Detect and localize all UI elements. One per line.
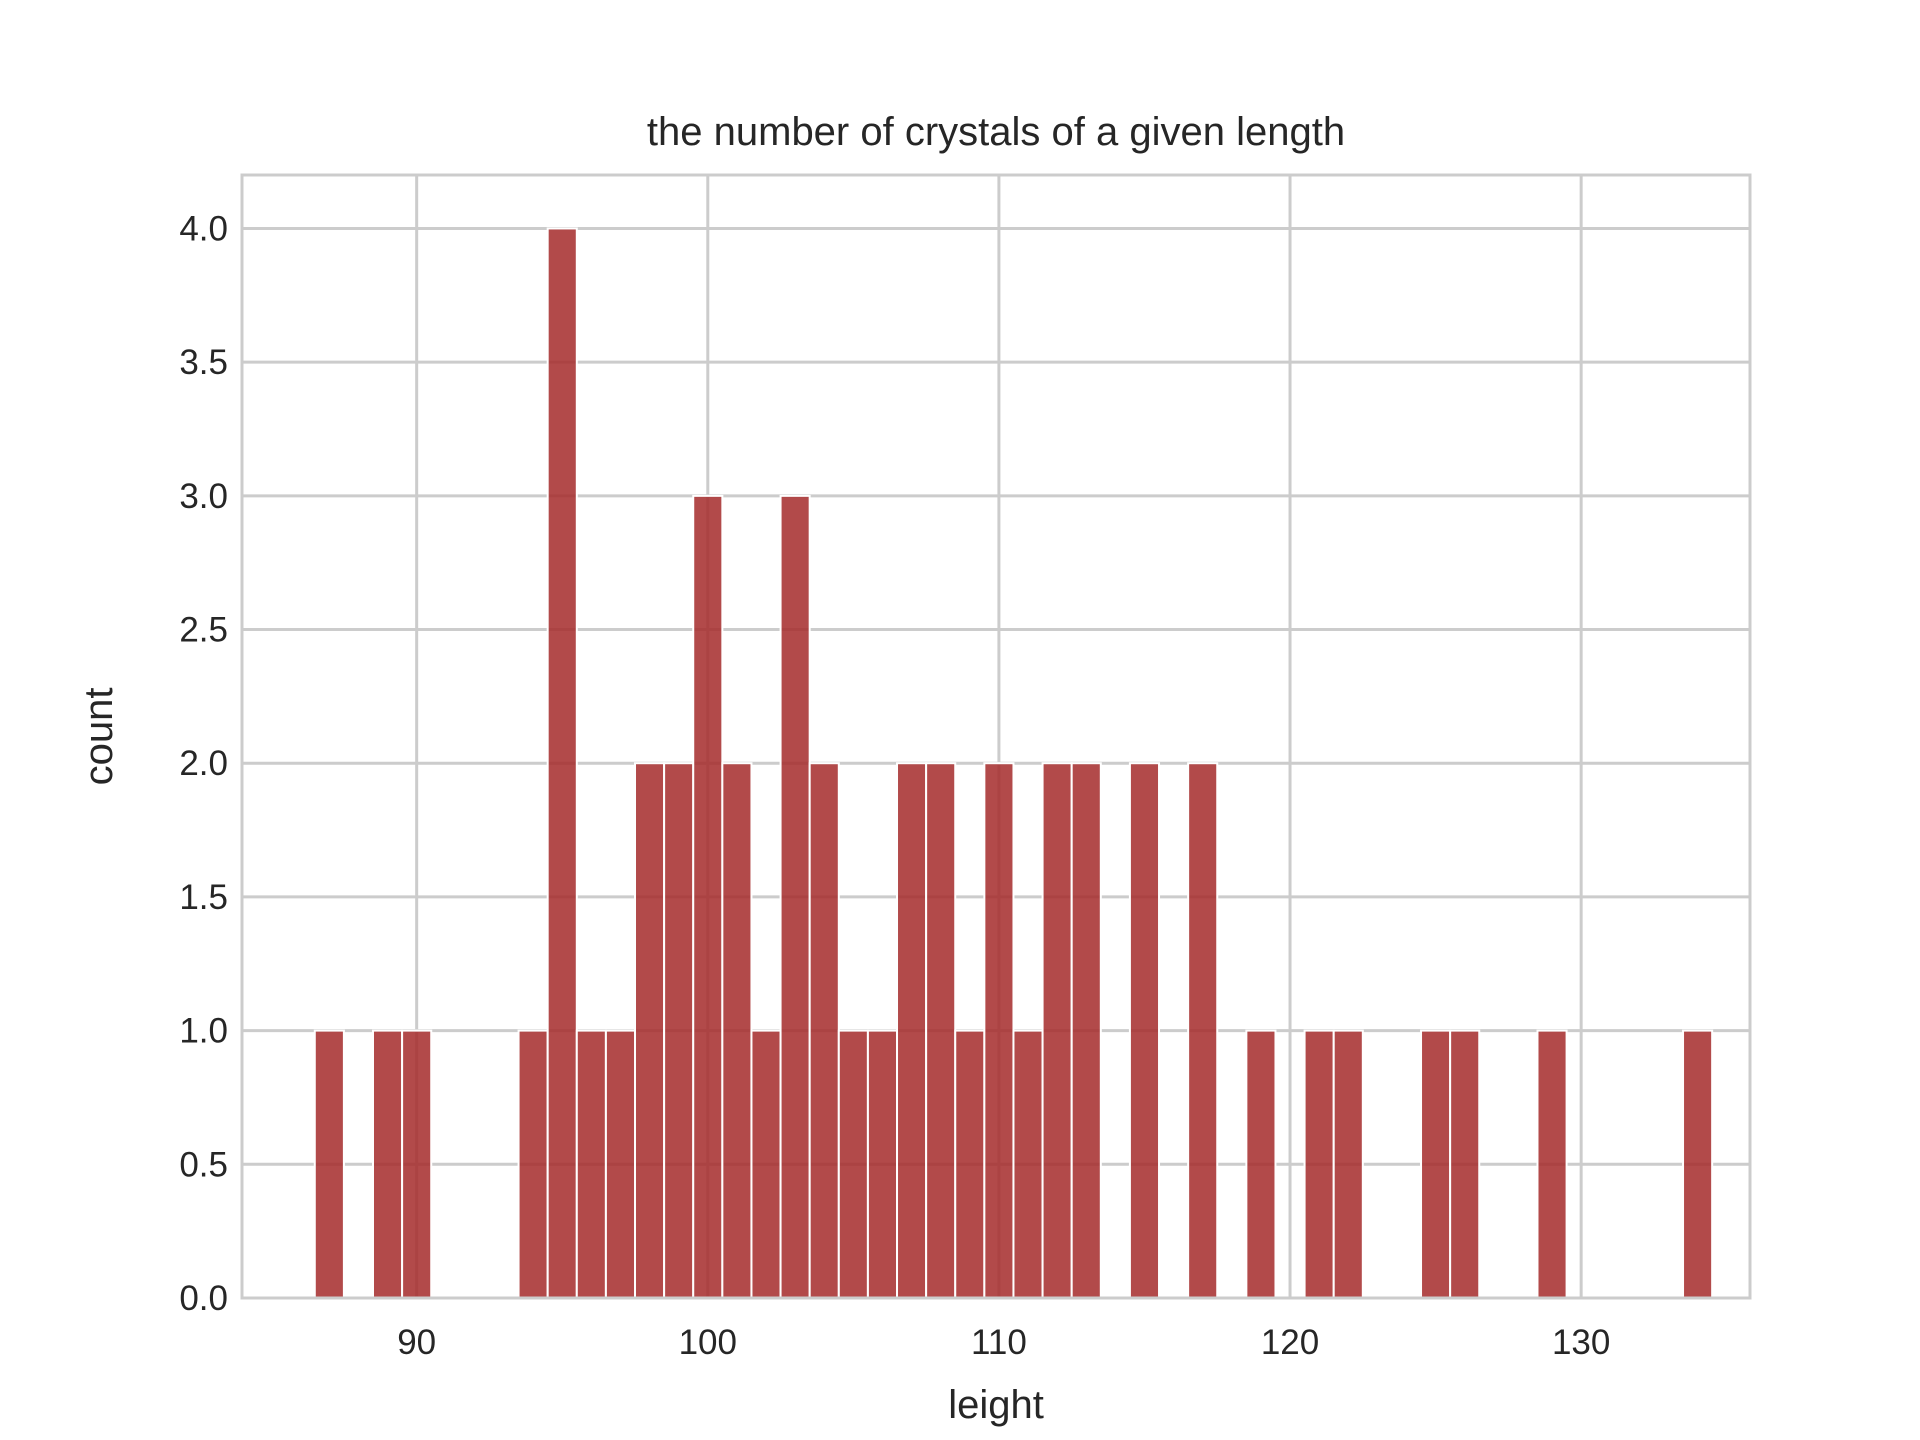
x-tick-label: 130	[1552, 1323, 1610, 1362]
histogram-bar	[750, 1029, 782, 1299]
histogram-bar	[1536, 1029, 1568, 1299]
histogram-bar	[1682, 1029, 1714, 1299]
histogram-bar	[1187, 762, 1219, 1299]
y-tick-labels: 0.0 0.5 1.0 1.5 2.0 2.5 3.0 3.5 4.0	[179, 209, 228, 1318]
histogram-bar	[372, 1029, 404, 1299]
histogram-bar	[983, 762, 1015, 1299]
histogram-bar	[313, 1029, 345, 1299]
histogram-bar	[925, 762, 957, 1299]
histogram-bar	[517, 1029, 549, 1299]
histogram-bar	[575, 1029, 607, 1299]
plot-frame	[240, 173, 1752, 1300]
histogram-bar	[401, 1029, 433, 1299]
y-tick-label: 3.5	[179, 343, 228, 382]
y-tick-label: 0.0	[179, 1279, 228, 1318]
histogram-bar	[866, 1029, 899, 1299]
y-tick-label: 1.0	[179, 1012, 228, 1051]
chart-title: the number of crystals of a given length	[647, 110, 1345, 154]
histogram-bar	[1332, 1029, 1364, 1299]
histogram-bar	[837, 1029, 869, 1299]
x-tick-label: 100	[679, 1323, 737, 1362]
histogram-bar	[721, 762, 753, 1299]
x-axis-label: leight	[948, 1383, 1044, 1427]
y-tick-label: 3.0	[179, 477, 228, 516]
histogram-bar	[808, 762, 840, 1299]
histogram-bar	[604, 1029, 637, 1299]
y-tick-label: 2.5	[179, 611, 228, 650]
x-tick-label: 110	[971, 1323, 1027, 1362]
histogram-bar	[1041, 762, 1073, 1299]
histogram-bar	[1012, 1029, 1044, 1299]
histogram-bar	[1070, 762, 1102, 1299]
y-axis-label: count	[77, 688, 121, 786]
histogram-bar	[1245, 1029, 1277, 1299]
histogram-bar	[1303, 1029, 1335, 1299]
histogram-bar	[1449, 1029, 1481, 1299]
bars	[313, 227, 1714, 1300]
y-tick-label: 0.5	[179, 1145, 228, 1184]
y-tick-label: 4.0	[179, 209, 228, 248]
y-tick-label: 1.5	[179, 878, 228, 917]
histogram-bar	[692, 494, 724, 1300]
x-tick-label: 120	[1261, 1323, 1319, 1362]
histogram-bar	[954, 1029, 986, 1299]
histogram-bar	[546, 227, 578, 1299]
histogram-bar	[1128, 762, 1161, 1299]
y-tick-label: 2.0	[179, 744, 228, 783]
histogram-bar	[634, 762, 666, 1299]
x-tick-label: 90	[397, 1323, 436, 1362]
histogram-bar	[663, 762, 695, 1299]
x-tick-labels: 90 100 110 120 130	[397, 1323, 1610, 1362]
histogram-bar	[779, 494, 811, 1300]
histogram-bar	[1420, 1029, 1452, 1299]
histogram-bar	[896, 762, 928, 1299]
